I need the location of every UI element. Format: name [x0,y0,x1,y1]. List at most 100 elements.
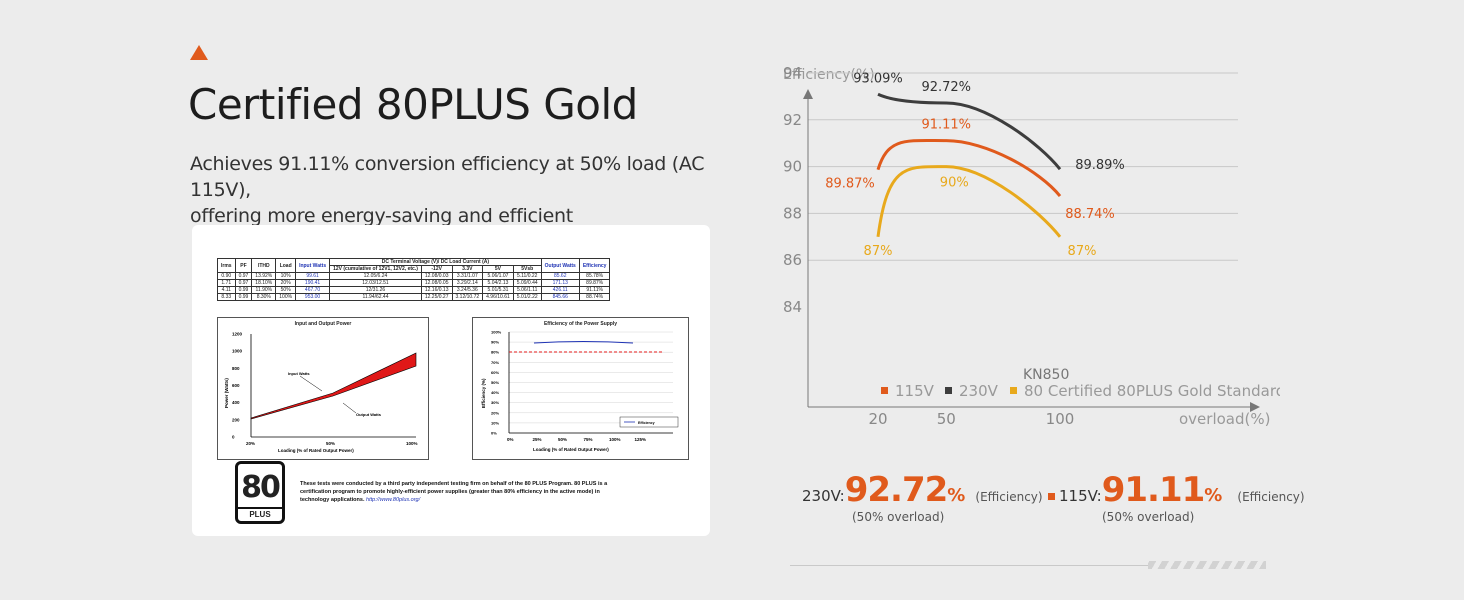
power-chart-svg: 0 200 400 600 800 1000 1200 Input Watts Output… [224,332,418,454]
pc-y-tick: 200 [232,417,240,422]
stat-115v-eff: (Efficiency) [1237,490,1305,504]
legend-item: 80 Certified 80PLUS Gold Standard [1024,382,1280,400]
legend-item: 115V [895,382,935,400]
x-tick-label: 50 [937,410,956,428]
ec-y-tick: 10% [491,420,499,425]
th-eff: Efficiency [578,258,611,273]
table-cell: 12/31.26 [329,286,422,294]
th-ithd: ITHD [251,258,277,273]
pc-y-tick: 600 [232,383,240,388]
th-load: Load [275,258,297,273]
stat-230v-value: 92.72 [844,470,949,510]
ec-y-tick: 60% [491,370,499,375]
table-cell: 12.08/0.05 [420,279,453,287]
table-cell: 5.06/1.07 [482,272,514,280]
th-pf: PF [234,258,253,273]
y-axis-arrow-icon [803,89,813,99]
eff-curve [533,341,634,344]
table-row: 0.90 0.97 13.92% 10% 99.61 12.05/6.24 12.08/0.… [217,272,611,280]
test-report-card: Irms PF ITHD Load Input Watts DC Termina… [192,225,710,536]
legend-item: 230V [959,382,999,400]
ec-x-tick: 125% [635,437,647,442]
table-cell: 0.97 [234,272,253,280]
data-label: 89.89% [1075,158,1125,173]
ec-y-tick: 100% [491,330,502,335]
pc-y-tick: 800 [232,366,240,371]
th-12v: 12V (cumulative of 12V1, 12V2, etc.) [329,265,422,273]
report-note: These tests were conducted by a third pa… [300,480,620,504]
th-m12v: -12V [420,265,453,273]
table-cell: 12.16/0.13 [420,286,453,294]
th-33v: 3.3V [451,265,484,273]
table-cell: 5.06/1.11 [512,286,542,294]
stat-115v-load: (50% overload) [1102,510,1195,524]
eff-legend: Efficiency [638,421,655,425]
pc-y-tick: 0 [232,435,235,440]
table-cell: 8.33 [217,293,236,301]
data-label: 89.87% [825,177,875,192]
table-cell: 426.11 [540,286,580,294]
y-tick-label: 88 [783,204,802,222]
series-line-115v [876,138,1062,198]
stat-115v-value: 91.11 [1101,470,1206,510]
power-chart-title: Input and Output Power [294,321,352,327]
stat-115v-pct: % [1204,485,1223,506]
table-cell: 0.90 [217,272,236,280]
input-watts-label: Input Watts [288,371,310,376]
stat-115v-square-icon [1048,493,1055,500]
table-cell: 85.78% [578,272,611,280]
data-label: 88.74% [1065,207,1115,222]
report-note-link[interactable]: http://www.80plus.org/ [366,497,421,503]
test-report-body: 0.90 0.97 13.92% 10% 99.61 12.05/6.24 12.08/0.… [217,272,611,301]
ec-y-tick: 40% [491,390,499,395]
table-cell: 20% [275,279,297,287]
output-watts-label: Output Watts [356,412,382,417]
y-tick-label: 90 [783,158,802,176]
power-band [250,352,417,420]
subtitle: Achieves 91.11% conversion efficiency at… [190,151,750,229]
table-cell: 5.09/0.44 [512,279,542,287]
data-label: 91.11% [921,118,971,133]
table-cell: 845.66 [540,293,580,301]
pc-x-tick-20: 20% [246,441,255,446]
y-tick-label: 92 [783,111,802,129]
table-cell: 8.30% [251,293,277,301]
series-line-80-certified-80plus-gold-standard [876,165,1062,238]
table-cell: 5.11/0.22 [512,272,542,280]
table-cell: 0.99 [234,286,253,294]
table-cell: 5.04/2.13 [482,279,514,287]
y-tick-label: 94 [783,64,802,82]
pc-ylabel: Power (Watts) [224,378,229,408]
ec-x-tick: 100% [609,437,621,442]
table-row: 1.71 0.97 18.10% 20% 190.41 12.03/12.51 12.08/… [217,279,611,287]
ec-xlabel: Loading (% of Rated Output Power) [533,447,609,452]
table-cell: 50% [275,286,297,294]
table-row: 4.11 0.99 11.90% 50% 467.70 12/31.26 12.16/0.1… [217,286,611,294]
stat-230v-load: (50% overload) [852,510,945,524]
ec-y-tick: 20% [491,410,499,415]
table-cell: 99.61 [295,272,331,280]
table-cell: 89.87% [578,279,611,287]
table-cell: 85.62 [540,272,580,280]
ec-y-tick: 80% [491,350,499,355]
x-tick-label: 100 [1046,410,1075,428]
report-note-text: These tests were conducted by a third pa… [300,481,608,503]
table-cell: 11.94/62.44 [329,293,422,301]
table-cell: 5.01/2.22 [512,293,542,301]
table-cell: 5.01/5.31 [482,286,514,294]
stat-115v-label: 115V: [1059,487,1102,505]
ec-y-tick: 90% [491,340,499,345]
subtitle-line-2: offering more energy-saving and efficien… [190,205,573,227]
table-cell: 100% [275,293,297,301]
data-label: 87% [864,244,893,259]
data-label: 87% [1068,244,1097,259]
accent-triangle-icon [190,45,208,60]
x-tick-label: 20 [868,410,887,428]
ec-ylabel: Efficiency (%) [481,378,486,408]
table-cell: 467.70 [295,286,331,294]
stat-230v-label: 230V: [802,487,845,505]
data-label: 92.72% [921,80,971,95]
table-cell: 3.12/10.72 [451,293,484,301]
table-cell: 12.05/6.24 [329,272,422,280]
legend-title: KN850 [1023,367,1069,383]
